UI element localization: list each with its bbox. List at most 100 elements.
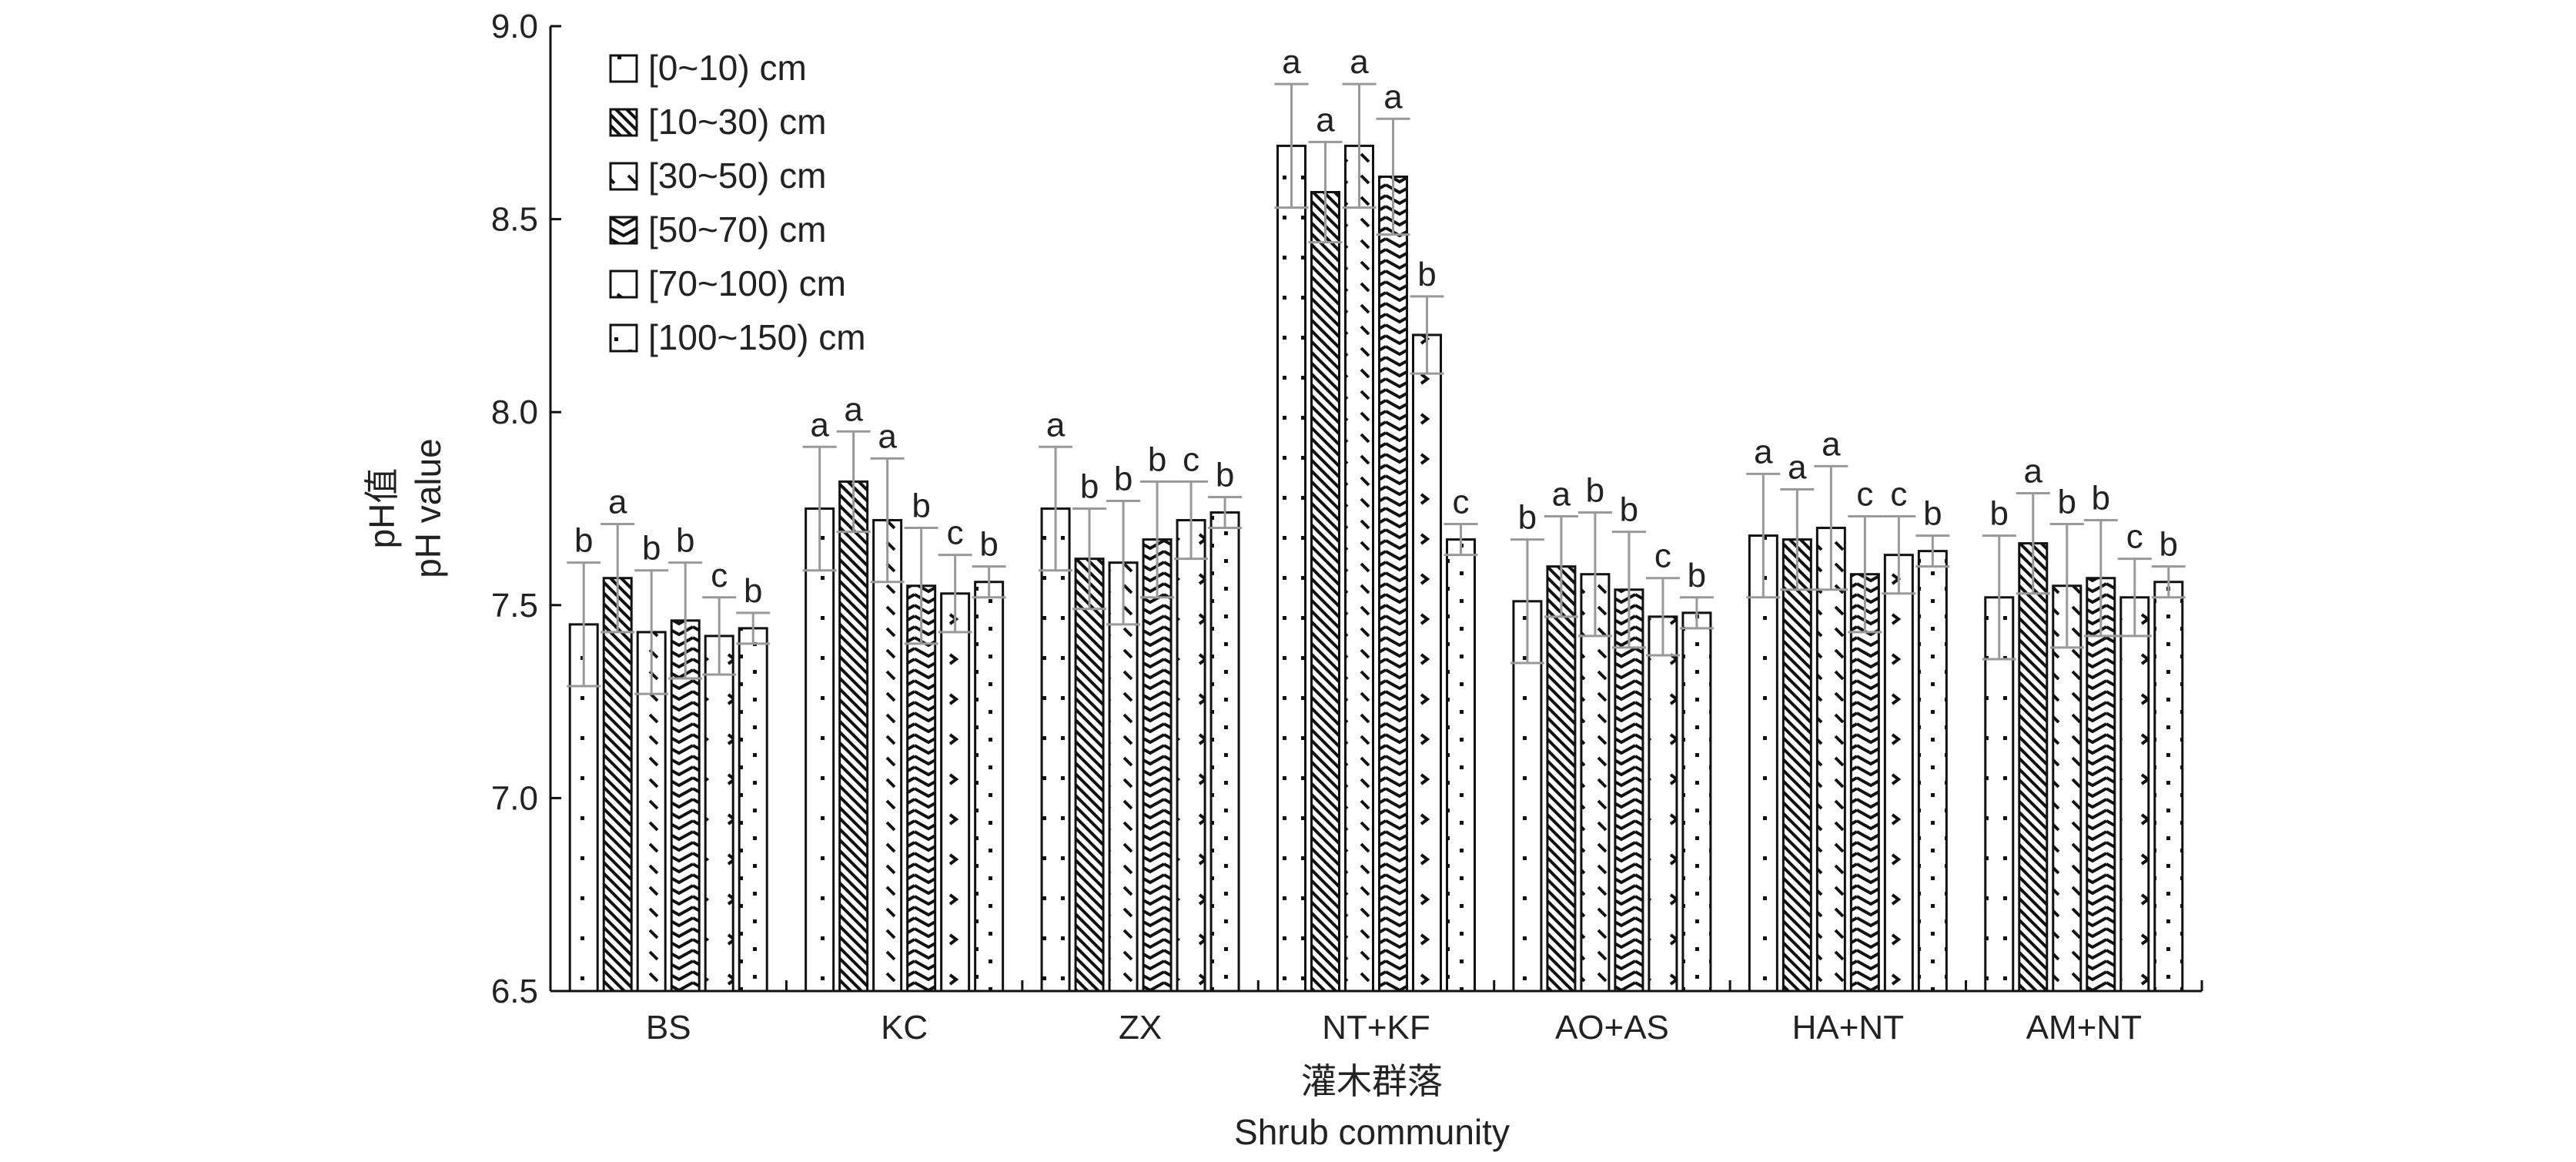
significance-letter: a — [810, 406, 829, 444]
bar — [1446, 538, 1476, 993]
bar-group-item: a — [1814, 425, 1848, 993]
bar-group-item: b — [1410, 256, 1444, 993]
bar — [1074, 558, 1105, 993]
legend-item: [100~150) cm — [609, 317, 866, 357]
bar-group-item: a — [1376, 78, 1410, 993]
significance-letter: c — [2126, 518, 2143, 556]
legend-label: [100~150) cm — [648, 317, 866, 357]
bar — [1614, 588, 1644, 993]
bar — [1917, 550, 1948, 993]
significance-letter: a — [1282, 43, 1301, 81]
bar — [1176, 519, 1206, 993]
bar-group-item: c — [1882, 476, 1916, 993]
bar-group-item: c — [1174, 440, 1209, 993]
bar — [940, 592, 971, 993]
y-tick-label: 8.0 — [491, 393, 538, 431]
significance-letter: b — [676, 522, 694, 560]
bar-group-item: b — [567, 522, 601, 993]
significance-letter: b — [1114, 460, 1132, 497]
bar — [738, 627, 768, 993]
y-axis-label-cn: pH值 — [362, 468, 402, 549]
y-tick-label: 8.5 — [491, 201, 538, 239]
bar-group-item: c — [702, 557, 737, 993]
y-tick-label: 7.0 — [491, 779, 538, 817]
bar — [974, 581, 1005, 993]
significance-letter: b — [642, 530, 661, 568]
legend-item: [50~70) cm — [609, 209, 826, 249]
bar — [1310, 191, 1340, 993]
bar — [1344, 144, 1374, 993]
bar-group-item: c — [2117, 518, 2152, 993]
legend-label: [30~50) cm — [648, 156, 826, 196]
significance-letter: b — [1923, 495, 1942, 533]
bar-group-item: b — [904, 487, 938, 993]
significance-letter: b — [1586, 472, 1604, 510]
bar-group-item: b — [2151, 526, 2186, 993]
significance-letter: b — [1417, 256, 1436, 293]
bar — [1648, 615, 1678, 993]
legend-label: [50~70) cm — [648, 209, 826, 249]
bar — [805, 507, 835, 993]
x-tick-label: AM+NT — [2026, 1009, 2142, 1046]
x-axis-label-cn: 灌木群落 — [1301, 1061, 1443, 1101]
significance-letter: c — [1856, 476, 1873, 514]
bar — [1546, 565, 1577, 993]
y-axis-label: pH value — [408, 438, 448, 578]
significance-letter: b — [1518, 499, 1537, 537]
bar-group-item: a — [802, 406, 837, 993]
legend-item: [0~10) cm — [609, 48, 807, 88]
bar-group-item: a — [1308, 101, 1343, 993]
significance-letter: c — [1654, 537, 1671, 575]
bar — [602, 577, 633, 993]
bar-group-item: b — [1510, 499, 1544, 993]
significance-letter: a — [1552, 476, 1571, 514]
bar-group-item: b — [2049, 484, 2084, 993]
x-tick-label: HA+NT — [1792, 1009, 1904, 1046]
legend-swatch — [609, 108, 638, 137]
bar — [1883, 554, 1914, 993]
bar-group-item: b — [1679, 557, 1714, 993]
legend-item: [30~50) cm — [609, 156, 826, 196]
bar-group-item: a — [1544, 476, 1578, 993]
bar — [704, 635, 734, 993]
legend-item: [10~30) cm — [609, 102, 826, 142]
x-tick-label: NT+KF — [1322, 1009, 1430, 1046]
legend-label: [0~10) cm — [648, 48, 807, 88]
significance-letter: b — [2159, 526, 2178, 564]
significance-letter: a — [1350, 43, 1369, 81]
bar — [1781, 538, 1812, 993]
significance-letter: a — [878, 417, 897, 455]
bar — [872, 519, 903, 993]
bar — [670, 619, 701, 993]
bar-group-item: a — [601, 484, 635, 993]
bar-group-item: b — [1982, 495, 2016, 993]
bar — [1580, 573, 1611, 993]
bar — [1276, 144, 1306, 993]
bar — [1209, 511, 1240, 993]
significance-letter: b — [1688, 557, 1706, 594]
bar-group-item: b — [736, 572, 771, 993]
bar-group-item: b — [972, 526, 1006, 993]
significance-letter: b — [912, 487, 930, 525]
bar-group-item: a — [836, 390, 871, 993]
bar-group-item: a — [1342, 43, 1377, 993]
legend-label: [70~100) cm — [648, 263, 846, 303]
bar — [1849, 573, 1880, 993]
bar — [2153, 581, 2184, 993]
x-tick-label: KC — [881, 1009, 928, 1046]
x-tick-label: BS — [646, 1009, 691, 1046]
x-tick-label: AO+AS — [1555, 1009, 1669, 1046]
bar — [2119, 596, 2150, 993]
significance-letter: b — [1080, 468, 1099, 506]
bar-group-item: a — [1039, 406, 1073, 993]
significance-letter: c — [1453, 484, 1470, 521]
bar-group-item: b — [634, 530, 669, 993]
y-tick-label: 6.5 — [491, 973, 538, 1010]
bar-group-item: a — [870, 417, 905, 993]
x-axis-label: Shrub community — [1234, 1112, 1510, 1152]
bar-group-item: a — [1746, 433, 1781, 993]
bar-group-item: a — [1274, 43, 1309, 993]
axes: 6.5 7.0 7.5 8.0 8.5 9.0 BS KC ZX NT+KF AO+AS HA+NT A… — [491, 8, 2203, 1046]
significance-letter: a — [1046, 406, 1066, 444]
